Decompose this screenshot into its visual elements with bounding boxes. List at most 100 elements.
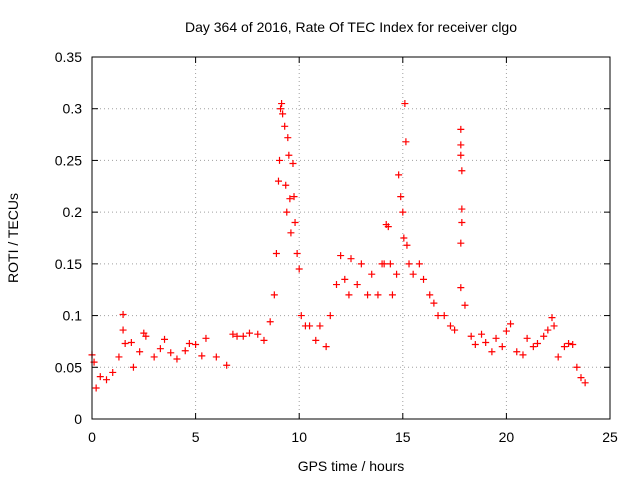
- data-point: [451, 326, 459, 334]
- grid-layer: [92, 57, 610, 419]
- data-point: [400, 234, 408, 242]
- data-point: [185, 339, 193, 347]
- data-point: [457, 151, 465, 159]
- data-point: [297, 312, 305, 320]
- data-point: [161, 335, 169, 343]
- y-tick-label: 0.05: [55, 359, 82, 375]
- data-point: [502, 327, 510, 335]
- data-point: [181, 347, 189, 355]
- data-point: [364, 291, 372, 299]
- data-point: [548, 314, 556, 322]
- data-point: [573, 363, 581, 371]
- y-tick-label: 0.1: [63, 308, 83, 324]
- x-axis-label: GPS time / hours: [298, 458, 405, 474]
- data-point: [345, 291, 353, 299]
- data-point: [397, 193, 405, 201]
- data-point: [457, 284, 465, 292]
- data-point: [430, 299, 438, 307]
- data-point: [347, 255, 355, 263]
- data-point: [471, 341, 479, 349]
- data-point: [457, 125, 465, 133]
- x-tick-label: 5: [192, 429, 200, 445]
- data-point: [202, 334, 210, 342]
- data-point: [115, 353, 123, 361]
- data-point: [577, 374, 585, 382]
- data-point: [274, 177, 282, 185]
- data-point: [119, 311, 127, 319]
- data-point: [312, 336, 320, 344]
- data-point: [167, 349, 175, 357]
- data-point: [380, 260, 388, 268]
- data-point: [245, 329, 253, 337]
- data-point: [402, 138, 410, 146]
- data-point: [290, 193, 298, 201]
- data-point: [129, 363, 137, 371]
- data-point: [92, 384, 100, 392]
- data-point: [287, 229, 295, 237]
- data-point: [388, 291, 396, 299]
- x-tick-label: 10: [291, 429, 307, 445]
- data-points-layer: [88, 100, 589, 392]
- y-axis-label: ROTI / TECUs: [5, 193, 21, 283]
- data-point: [286, 195, 294, 203]
- data-point: [353, 281, 361, 289]
- data-point: [415, 260, 423, 268]
- data-point: [150, 353, 158, 361]
- data-point: [513, 348, 521, 356]
- data-point: [109, 368, 117, 376]
- data-point: [282, 181, 290, 189]
- data-point: [401, 100, 409, 108]
- x-tick-label: 15: [395, 429, 411, 445]
- data-point: [533, 339, 541, 347]
- data-point: [478, 330, 486, 338]
- data-point: [368, 270, 376, 278]
- data-point: [332, 281, 340, 289]
- data-point: [281, 122, 289, 130]
- chart-title: Day 364 of 2016, Rate Of TEC Index for r…: [185, 19, 517, 35]
- data-point: [540, 332, 548, 340]
- data-point: [409, 270, 417, 278]
- data-point: [283, 208, 291, 216]
- data-point: [284, 134, 292, 142]
- x-tick-label: 20: [499, 429, 515, 445]
- data-point: [266, 318, 274, 326]
- data-point: [272, 250, 280, 258]
- data-point: [420, 275, 428, 283]
- data-point: [291, 218, 299, 226]
- data-point: [277, 105, 285, 113]
- data-point: [458, 218, 466, 226]
- data-point: [581, 379, 589, 387]
- data-point: [156, 345, 164, 353]
- data-point: [446, 322, 454, 330]
- data-point: [316, 322, 324, 330]
- data-point: [544, 326, 552, 334]
- data-point: [395, 171, 403, 179]
- data-point: [173, 355, 181, 363]
- data-point: [386, 260, 394, 268]
- data-point: [569, 341, 577, 349]
- data-point: [121, 339, 129, 347]
- data-point: [393, 270, 401, 278]
- data-point: [229, 330, 237, 338]
- data-point: [326, 312, 334, 320]
- data-point: [295, 265, 303, 273]
- data-point: [254, 330, 262, 338]
- data-point: [103, 376, 111, 384]
- data-point: [550, 322, 558, 330]
- data-point: [293, 250, 301, 258]
- data-point: [306, 322, 314, 330]
- data-point: [285, 151, 293, 159]
- data-point: [341, 275, 349, 283]
- data-point: [554, 353, 562, 361]
- data-point: [403, 241, 411, 249]
- data-point: [198, 352, 206, 360]
- y-tick-label: 0.15: [55, 256, 82, 272]
- data-point: [384, 223, 392, 231]
- y-tick-label: 0.25: [55, 152, 82, 168]
- data-point: [136, 348, 144, 356]
- data-point: [488, 348, 496, 356]
- data-point: [276, 156, 284, 164]
- data-point: [457, 239, 465, 247]
